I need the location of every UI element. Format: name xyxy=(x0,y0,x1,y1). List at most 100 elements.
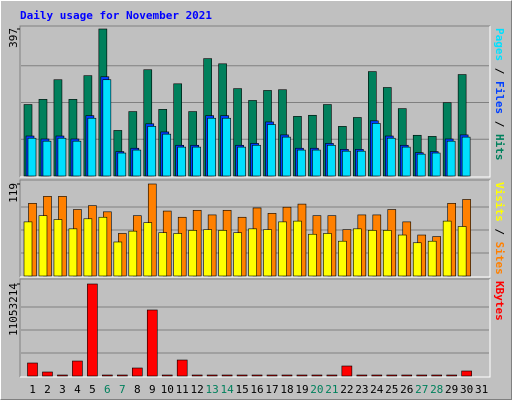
y-tick-label: 11053214 xyxy=(7,283,20,336)
bar xyxy=(461,370,472,377)
bar xyxy=(386,374,398,377)
bar xyxy=(102,374,113,377)
x-tick-label: 15 xyxy=(235,383,248,396)
bar xyxy=(327,144,336,177)
x-tick-label: 26 xyxy=(400,383,413,396)
bar xyxy=(293,220,302,277)
x-tick-label: 5 xyxy=(89,383,96,396)
x-tick-label: 20 xyxy=(310,383,323,396)
bar xyxy=(57,374,68,377)
bar xyxy=(128,230,138,277)
bar xyxy=(27,362,38,377)
x-tick-label: 28 xyxy=(430,383,443,396)
bar xyxy=(386,137,396,177)
x-tick-label: 16 xyxy=(250,383,263,396)
bar xyxy=(312,149,321,177)
panel-edge xyxy=(20,26,491,178)
bar xyxy=(132,149,142,177)
legend-entry: KBytes xyxy=(493,281,506,321)
x-tick-label: 13 xyxy=(206,383,219,396)
bar xyxy=(267,124,276,177)
legend-entry: Hits xyxy=(493,134,506,161)
x-tick-label: 18 xyxy=(280,383,293,396)
bar xyxy=(42,140,52,177)
legend-separator: / xyxy=(493,61,506,81)
bar xyxy=(173,233,182,277)
bar xyxy=(412,242,422,277)
bar xyxy=(221,374,233,377)
x-tick-label: 12 xyxy=(191,383,204,396)
x-tick-label: 22 xyxy=(340,383,353,396)
bar xyxy=(53,219,63,277)
bar xyxy=(442,220,452,277)
panel-edge xyxy=(19,25,490,177)
bar xyxy=(192,146,201,177)
bar xyxy=(162,133,172,177)
x-tick-label: 9 xyxy=(149,383,156,396)
legend: KBytes xyxy=(493,281,506,321)
legend-entry: Visits xyxy=(493,182,506,222)
bar xyxy=(326,374,338,377)
panel-edge xyxy=(20,180,491,278)
bar xyxy=(353,228,362,277)
bar xyxy=(38,215,48,277)
bar xyxy=(401,374,413,377)
bar xyxy=(371,374,383,377)
bar xyxy=(102,79,112,177)
legend-entry: Files xyxy=(493,81,506,114)
x-tick-label: 2 xyxy=(44,383,51,396)
bar xyxy=(311,374,323,377)
bar xyxy=(72,140,82,177)
bar xyxy=(222,117,231,177)
bar xyxy=(431,152,441,177)
bar xyxy=(457,226,467,277)
bar xyxy=(57,137,67,177)
bar xyxy=(233,232,242,277)
x-tick-label: 1 xyxy=(29,383,36,396)
panel xyxy=(20,279,490,377)
bar xyxy=(296,374,308,377)
bar xyxy=(206,374,218,377)
bar xyxy=(158,232,168,277)
bar xyxy=(282,136,291,177)
bar xyxy=(338,240,347,277)
bar xyxy=(416,374,428,377)
x-tick-label: 3 xyxy=(59,383,66,396)
x-tick-label: 6 xyxy=(104,383,111,396)
x-tick-label: 30 xyxy=(460,383,473,396)
bar xyxy=(23,221,33,277)
bar xyxy=(446,374,457,377)
x-tick-label: 17 xyxy=(265,383,278,396)
x-tick-label: 25 xyxy=(385,383,398,396)
x-tick-label: 31 xyxy=(475,383,488,396)
bar xyxy=(27,137,37,177)
bar xyxy=(188,230,197,277)
bar xyxy=(87,283,98,377)
bar xyxy=(42,371,53,377)
legend-separator: / xyxy=(493,114,506,134)
bar xyxy=(368,230,377,277)
panel-edge xyxy=(19,179,490,277)
bar xyxy=(281,374,293,377)
bar xyxy=(87,117,97,177)
bar xyxy=(431,374,442,377)
bar xyxy=(143,222,153,277)
bar xyxy=(176,359,188,377)
x-tick-label: 10 xyxy=(161,383,174,396)
bar xyxy=(191,374,203,377)
bar xyxy=(372,123,381,177)
x-tick-label: 4 xyxy=(74,383,81,396)
bar xyxy=(203,229,212,277)
bar xyxy=(146,309,158,377)
bar xyxy=(117,374,128,377)
bar xyxy=(266,374,278,377)
bar xyxy=(248,228,257,277)
panel-edge xyxy=(19,278,490,377)
y-tick-label: 119 xyxy=(7,183,20,203)
bar xyxy=(341,365,353,377)
bar xyxy=(382,230,392,277)
bar xyxy=(397,234,407,277)
bar xyxy=(252,144,261,177)
bar xyxy=(68,228,78,277)
bar xyxy=(342,150,351,177)
